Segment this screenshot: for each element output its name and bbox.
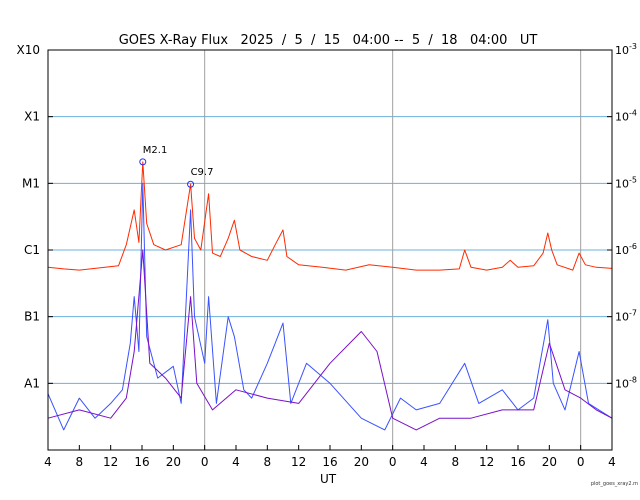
- x-tick-label: 16: [134, 455, 149, 469]
- left-axis-label: C1: [24, 243, 40, 257]
- x-tick-label: 12: [479, 455, 494, 469]
- left-axis-label: A1: [24, 376, 40, 390]
- left-axis-label: M1: [22, 176, 40, 190]
- right-axis-label: 10-7: [615, 309, 637, 324]
- chart-title: GOES X-Ray Flux 2025 / 5 / 15 04:00 -- 5…: [119, 33, 538, 48]
- right-axis-label: 10-4: [615, 109, 637, 124]
- x-axis-title: UT: [320, 472, 337, 486]
- x-tick-label: 8: [452, 455, 460, 469]
- right-axis-label: 10-5: [615, 175, 637, 190]
- flare-peak-label: M2.1: [143, 145, 168, 156]
- x-tick-label: 4: [420, 455, 428, 469]
- x-tick-label: 4: [608, 455, 616, 469]
- left-axis-label: X10: [17, 43, 41, 57]
- x-tick-label: 0: [201, 455, 209, 469]
- flare-peak-marker: [139, 158, 147, 166]
- flux-series-1: [47, 161, 613, 271]
- x-tick-label: 20: [354, 455, 369, 469]
- x-tick-label: 0: [577, 455, 585, 469]
- right-axis-label: 10-8: [615, 375, 637, 390]
- x-tick-label: 4: [44, 455, 52, 469]
- right-axis-label: 10-6: [615, 242, 637, 257]
- right-axis-label: 10-3: [615, 42, 637, 57]
- flare-peak-marker: [187, 180, 195, 188]
- x-tick-label: 12: [291, 455, 306, 469]
- x-tick-label: 8: [264, 455, 272, 469]
- x-tick-label: 8: [76, 455, 84, 469]
- flare-peak-label: C9.7: [191, 167, 214, 178]
- flux-series-2: [47, 182, 613, 431]
- x-tick-label: 20: [166, 455, 181, 469]
- left-axis-label: B1: [24, 310, 40, 324]
- flux-series-3: [47, 249, 613, 431]
- left-axis-label: X1: [24, 110, 40, 124]
- x-tick-label: 20: [542, 455, 557, 469]
- x-tick-label: 12: [103, 455, 118, 469]
- x-tick-label: 4: [232, 455, 240, 469]
- plot-credit: plot_goes_xray2.m: [591, 481, 638, 487]
- x-tick-label: 16: [510, 455, 525, 469]
- x-tick-label: 16: [322, 455, 337, 469]
- x-tick-label: 0: [389, 455, 397, 469]
